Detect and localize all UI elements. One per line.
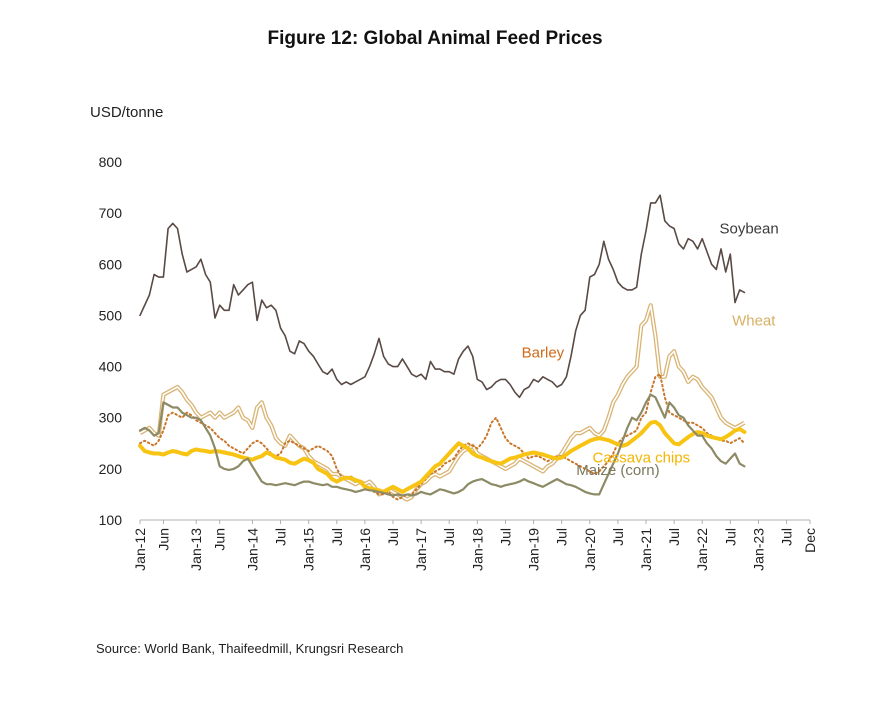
axes: 100 200 300 400 500 600 700 800 Jan-12 Jun Jan-13 J… <box>99 154 818 571</box>
y-tick-label: 700 <box>99 205 123 221</box>
x-tick-label: Jul <box>441 528 457 546</box>
x-tick-label: Jan-14 <box>244 528 260 571</box>
x-tick-label: Jan-23 <box>750 528 766 571</box>
x-tick-label: Jul <box>779 528 795 546</box>
wheat-line-inner <box>139 304 745 501</box>
x-tick-label: Jun <box>212 528 228 551</box>
y-tick-label: 500 <box>99 307 123 323</box>
x-tick-label: Dec <box>802 528 818 553</box>
y-tick-label: 400 <box>99 359 123 375</box>
x-tick-label: Jan-12 <box>132 528 148 571</box>
soybean-line <box>139 194 746 399</box>
chart-title: Figure 12: Global Animal Feed Prices <box>267 28 603 49</box>
cassava-chips-line <box>138 419 747 494</box>
x-tick-label: Jun <box>155 528 171 551</box>
x-tick-label: Jan-17 <box>413 528 429 571</box>
x-tick-label: Jan-18 <box>469 528 485 571</box>
y-tick-label: 600 <box>99 256 123 272</box>
x-tick-label: Jul <box>273 528 289 546</box>
x-tick-label: Jul <box>610 528 626 546</box>
y-tick-label: 300 <box>99 410 123 426</box>
x-tick-label: Jul <box>385 528 401 546</box>
y-tick-label: 100 <box>99 512 123 528</box>
x-tick-label: Jul <box>554 528 570 546</box>
x-tick-label: Jan-16 <box>357 528 373 571</box>
x-tick-label: Jan-22 <box>694 528 710 571</box>
barley-line <box>139 373 746 501</box>
x-tick-label: Jul <box>329 528 345 546</box>
x-tick-label: Jan-13 <box>188 528 204 571</box>
x-tick-label: Jan-20 <box>582 528 598 571</box>
x-tick-label: Jan-19 <box>526 528 542 571</box>
y-tick-label: 200 <box>99 461 123 477</box>
x-tick-label: Jul <box>666 528 682 546</box>
source-note: Source: World Bank, Thaifeedmill, Krungs… <box>96 641 404 656</box>
soybean-label: Soybean <box>719 221 778 238</box>
y-tick-label: 800 <box>99 154 123 170</box>
x-tick-label: Jan-15 <box>301 528 317 571</box>
wheat-label: Wheat <box>732 313 776 330</box>
x-tick-label: Jul <box>722 528 738 546</box>
x-tick-label: Jul <box>497 528 513 546</box>
y-axis-label: USD/tonne <box>90 104 164 121</box>
cassava-chips-label: Cassava chips <box>593 450 691 467</box>
barley-label: Barley <box>522 344 565 361</box>
x-tick-label: Jan-21 <box>638 528 654 571</box>
series-lines <box>138 194 747 502</box>
maize-corn-label: Maize (corn) <box>576 462 659 479</box>
maize-corn-line <box>138 393 746 497</box>
